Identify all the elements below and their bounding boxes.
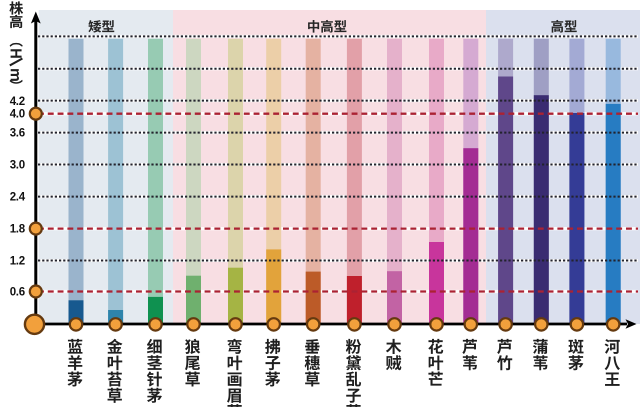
svg-text:4.2: 4.2: [10, 96, 25, 108]
svg-text:3.0: 3.0: [10, 160, 25, 172]
svg-text:1.8: 1.8: [10, 224, 26, 236]
svg-text:4.0: 4.0: [10, 108, 25, 120]
svg-text:1.2: 1.2: [10, 256, 25, 268]
svg-text:2.4: 2.4: [10, 192, 26, 204]
svg-text:3.6: 3.6: [10, 128, 25, 140]
svg-text:0.6: 0.6: [10, 287, 25, 299]
